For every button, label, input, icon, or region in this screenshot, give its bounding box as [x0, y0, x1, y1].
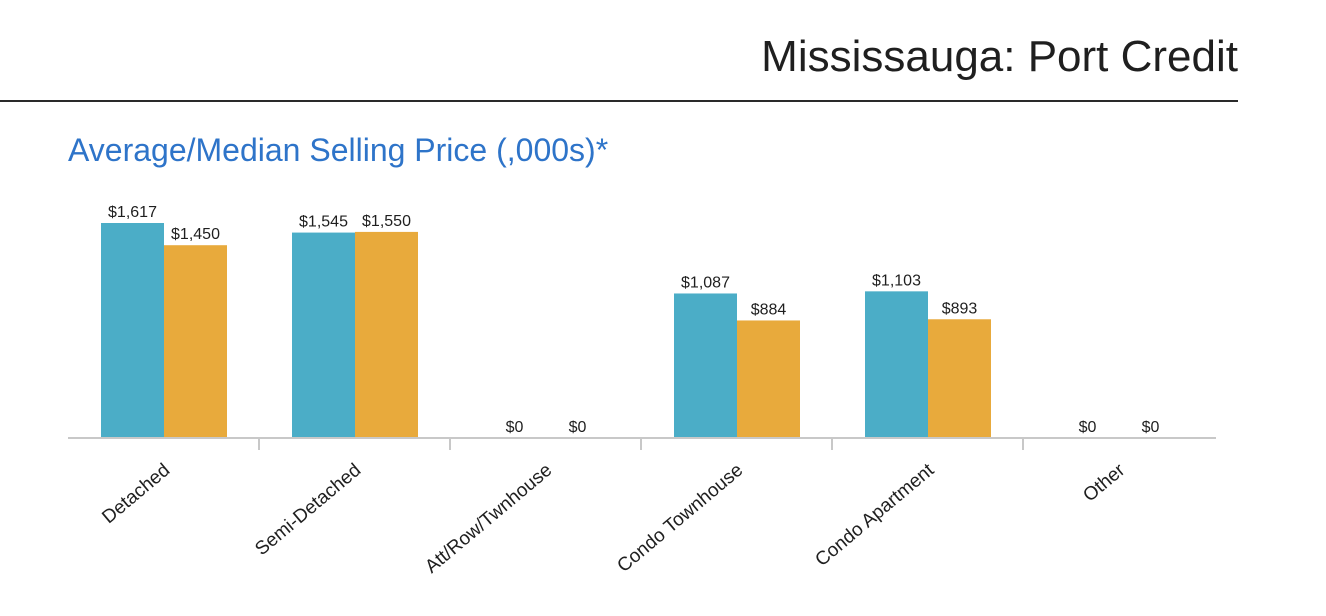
- data-label: $0: [1079, 419, 1097, 436]
- data-label: $0: [506, 419, 524, 436]
- bar-median-4: [928, 319, 991, 438]
- bar-average-0: [101, 223, 164, 438]
- x-tick-label: Detached: [98, 460, 174, 528]
- data-label: $1,450: [171, 226, 220, 243]
- bar-average-4: [865, 291, 928, 438]
- chart-title: Average/Median Selling Price (,000s)*: [68, 132, 609, 168]
- data-label: $1,617: [108, 204, 157, 221]
- data-label: $884: [751, 301, 787, 318]
- data-label: $1,550: [362, 213, 411, 230]
- x-tick-label: Att/Row/Twnhouse: [421, 460, 556, 578]
- page-title: Mississauga: Port Credit: [761, 32, 1238, 81]
- x-tick-label: Condo Townhouse: [613, 460, 747, 577]
- data-label: $1,103: [872, 272, 921, 289]
- bar-average-1: [292, 232, 355, 438]
- data-label: $1,087: [681, 274, 730, 291]
- data-label: $0: [1142, 419, 1160, 436]
- bar-average-3: [674, 293, 737, 438]
- data-label: $893: [942, 300, 978, 317]
- x-tick-label: Semi-Detached: [251, 460, 365, 560]
- data-label: $0: [569, 419, 587, 436]
- bar-median-1: [355, 231, 418, 438]
- data-label: $1,545: [299, 214, 348, 231]
- title-divider: [0, 100, 1238, 102]
- x-tick-label: Other: [1079, 459, 1129, 506]
- bar-median-0: [164, 245, 227, 438]
- bar-median-3: [737, 320, 800, 438]
- x-tick-label: Condo Apartment: [811, 459, 938, 571]
